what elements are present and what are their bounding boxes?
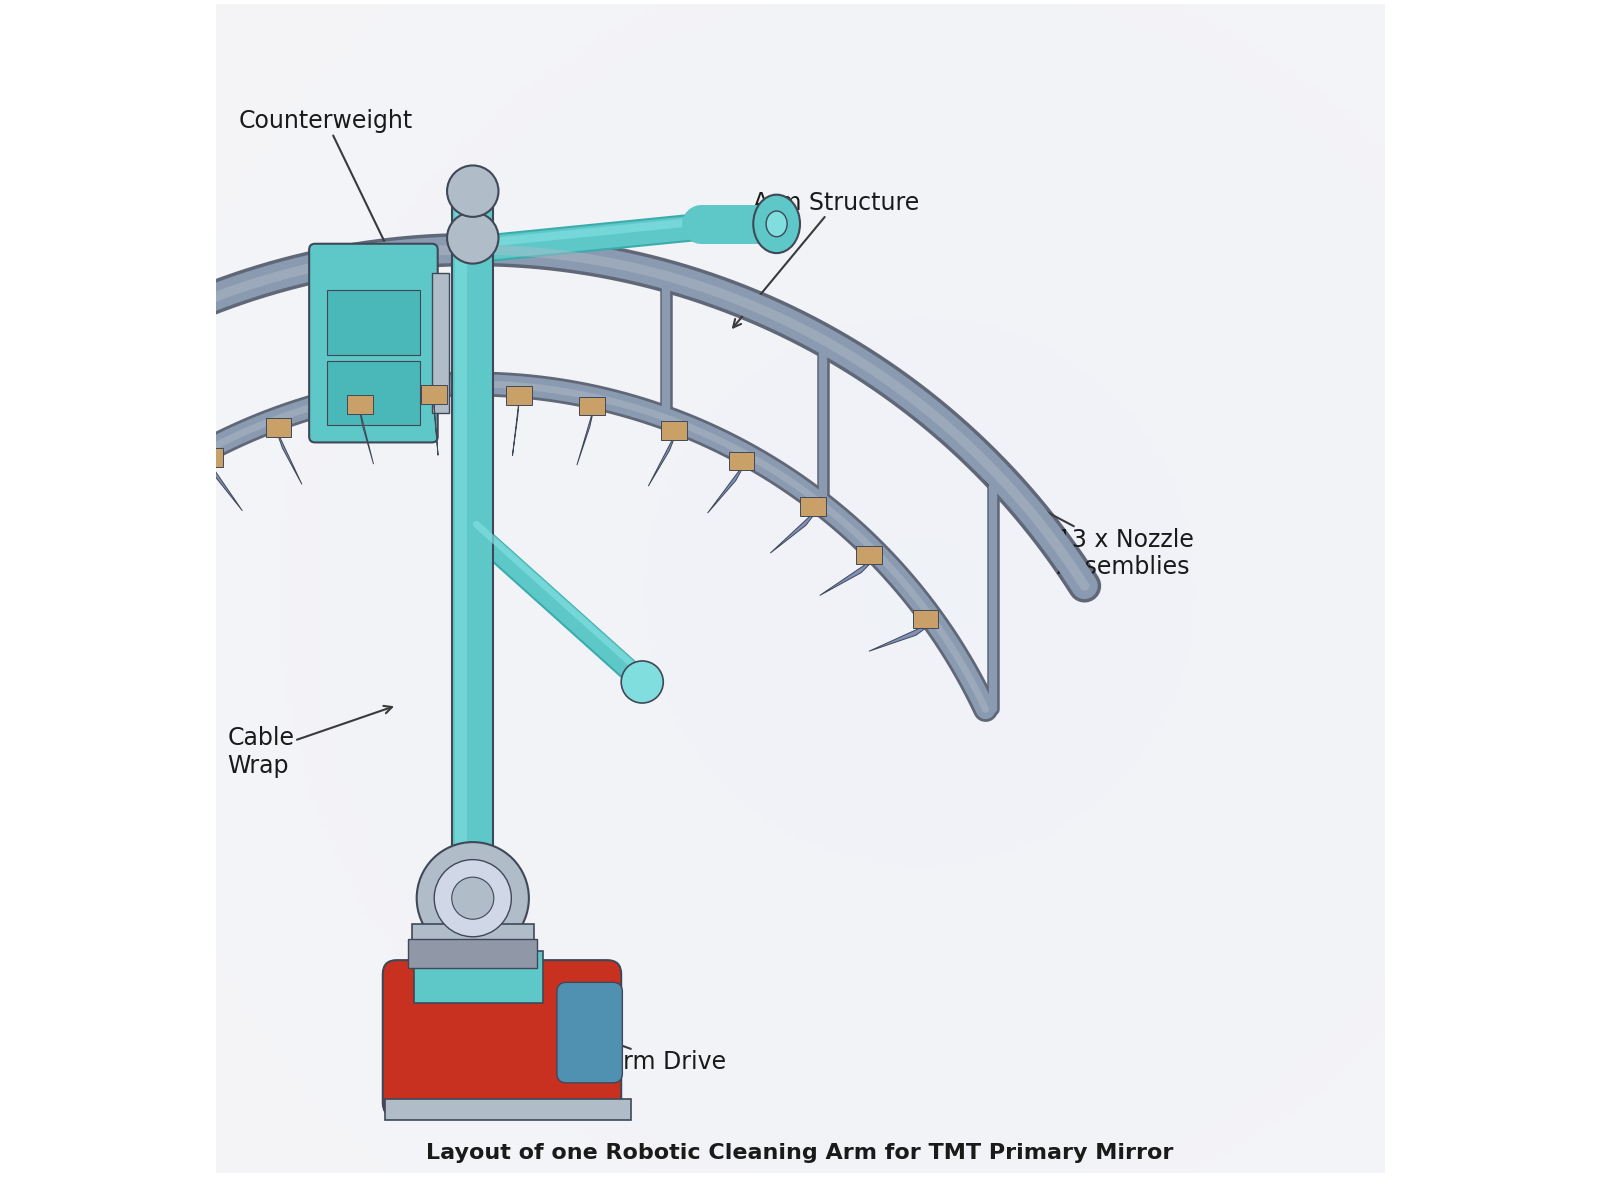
Polygon shape xyxy=(512,393,520,455)
Bar xyxy=(413,924,533,945)
Bar xyxy=(421,385,446,404)
Bar xyxy=(506,386,531,405)
Circle shape xyxy=(416,842,530,955)
Text: Arm Structure: Arm Structure xyxy=(733,191,920,327)
Polygon shape xyxy=(358,403,373,464)
Circle shape xyxy=(451,877,494,919)
Bar xyxy=(386,1099,630,1121)
Circle shape xyxy=(434,859,512,937)
Text: Arm Drive: Arm Drive xyxy=(542,1016,726,1073)
Circle shape xyxy=(621,661,664,703)
FancyBboxPatch shape xyxy=(382,960,621,1117)
Bar xyxy=(266,418,291,437)
Circle shape xyxy=(446,166,499,217)
Polygon shape xyxy=(869,621,934,651)
Polygon shape xyxy=(648,428,678,486)
Text: Counterweight: Counterweight xyxy=(238,109,413,262)
Bar xyxy=(69,540,94,559)
Bar xyxy=(728,452,754,471)
Bar xyxy=(661,421,686,439)
Bar xyxy=(453,191,493,1032)
Bar xyxy=(579,397,605,415)
Polygon shape xyxy=(275,426,302,485)
Bar xyxy=(198,448,224,467)
Bar xyxy=(454,191,467,1032)
FancyBboxPatch shape xyxy=(309,244,438,443)
Polygon shape xyxy=(205,457,242,511)
Polygon shape xyxy=(707,460,747,513)
Bar xyxy=(125,493,152,512)
Circle shape xyxy=(446,212,499,264)
Bar xyxy=(326,360,421,425)
Polygon shape xyxy=(770,507,821,553)
Polygon shape xyxy=(131,503,179,550)
Polygon shape xyxy=(434,392,438,455)
Bar xyxy=(800,498,826,516)
Ellipse shape xyxy=(754,194,800,253)
Polygon shape xyxy=(74,551,130,592)
Bar xyxy=(347,395,373,414)
Ellipse shape xyxy=(766,211,787,237)
Bar xyxy=(912,610,938,629)
Bar xyxy=(414,951,542,1003)
Bar xyxy=(856,546,882,565)
Bar xyxy=(326,291,421,354)
Bar xyxy=(408,939,538,969)
FancyBboxPatch shape xyxy=(557,983,622,1083)
Polygon shape xyxy=(578,404,595,465)
Text: Cable
Wrap: Cable Wrap xyxy=(227,706,392,778)
Bar xyxy=(432,273,450,413)
Polygon shape xyxy=(819,557,877,596)
Text: Layout of one Robotic Cleaning Arm for TMT Primary Mirror: Layout of one Robotic Cleaning Arm for T… xyxy=(426,1144,1174,1164)
Text: 13 x Nozzle
Assemblies: 13 x Nozzle Assemblies xyxy=(986,480,1194,579)
